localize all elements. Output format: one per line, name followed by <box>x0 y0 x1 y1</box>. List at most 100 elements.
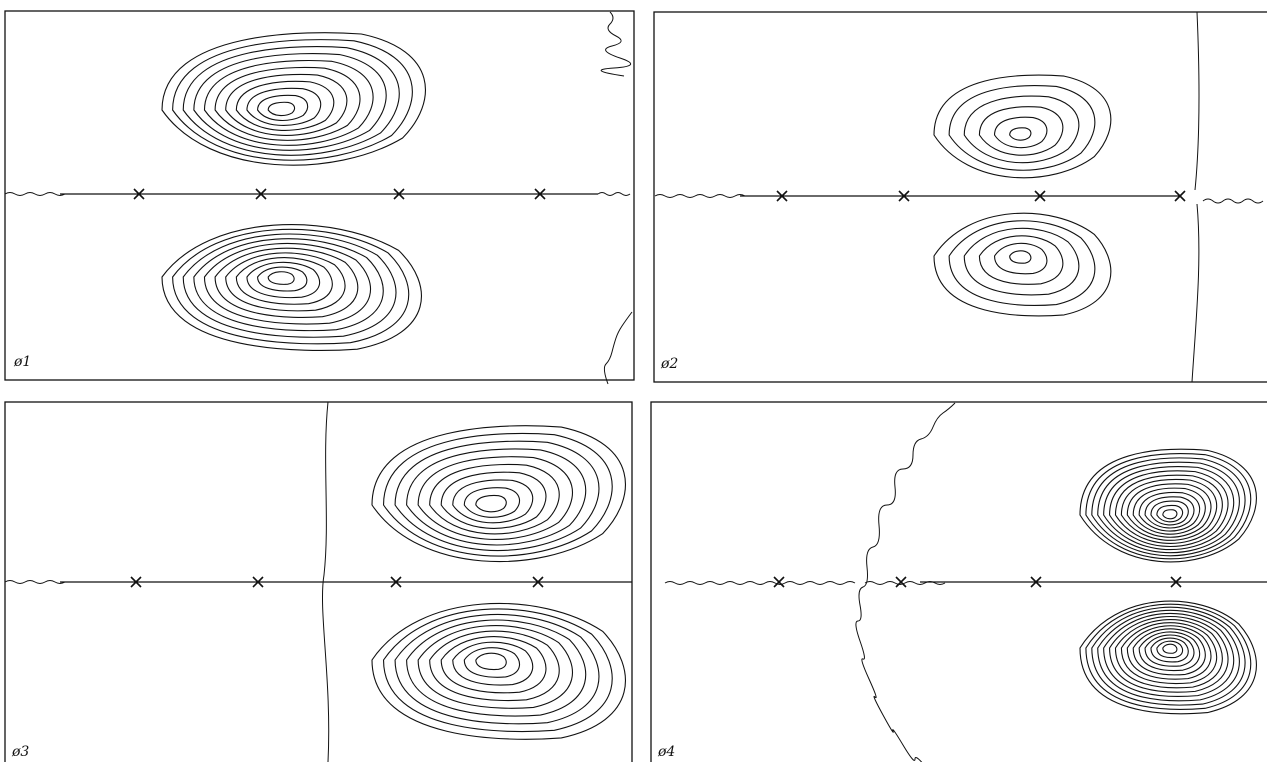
contour-line <box>257 266 308 292</box>
contour-line <box>948 85 1096 171</box>
contour-line <box>382 432 613 557</box>
contour-line <box>225 252 346 312</box>
contour-line <box>452 641 534 686</box>
contour-line <box>406 448 587 546</box>
nodal-surface-bottom-right <box>603 311 633 385</box>
nodal-noise-right <box>597 192 631 196</box>
contour-line <box>1097 461 1240 554</box>
contour-line <box>1162 643 1178 654</box>
contour-line <box>1009 250 1032 264</box>
contour-line <box>1109 470 1229 548</box>
contour-lobe-lower <box>1079 600 1257 715</box>
contour-line <box>235 257 333 305</box>
panel-phi2: ø2 <box>653 11 1267 383</box>
nodal-surface <box>322 401 330 762</box>
contour-line <box>267 101 296 117</box>
contour-line <box>1109 615 1229 693</box>
contour-line <box>933 74 1112 179</box>
contour-line <box>1138 491 1201 532</box>
atom-marker <box>1170 576 1182 588</box>
atom-marker <box>390 576 402 588</box>
contour-line <box>993 242 1048 275</box>
nodal-noise-left <box>654 194 746 198</box>
contour-line <box>1091 457 1246 557</box>
contour-line <box>214 247 359 318</box>
contour-line <box>257 94 309 121</box>
contour-line <box>182 46 400 156</box>
panel-phi1: ø1 <box>4 10 635 385</box>
contour-line <box>452 479 534 524</box>
atom-markers <box>773 576 1182 588</box>
contour-line <box>371 602 626 740</box>
panel-label: ø3 <box>11 744 29 760</box>
contour-line <box>203 59 374 146</box>
atom-markers <box>133 188 546 200</box>
atom-marker <box>895 576 907 588</box>
contour-line <box>475 494 507 513</box>
panel-label: ø4 <box>657 744 675 760</box>
contour-line <box>193 53 387 151</box>
contour-line <box>382 608 613 733</box>
atom-marker <box>252 576 264 588</box>
contour-line <box>214 66 361 141</box>
contour-line <box>1097 609 1240 702</box>
contour-line <box>172 39 413 161</box>
contour-lobe-upper <box>1079 448 1257 563</box>
nodal-noise-left <box>4 580 66 584</box>
contour-lobe-upper <box>371 425 626 563</box>
panel-label: ø1 <box>13 354 31 370</box>
contour-line <box>963 227 1080 296</box>
contour-line <box>1085 603 1252 710</box>
contour-line <box>1156 640 1184 659</box>
contour-lobe-upper <box>933 74 1112 179</box>
contour-lobe-lower <box>161 224 422 352</box>
nodal-surface <box>855 402 956 762</box>
atom-marker <box>776 190 788 202</box>
contour-lobe-lower <box>371 602 626 740</box>
contour-line <box>1114 619 1223 689</box>
contour-line <box>172 228 410 345</box>
contour-line <box>440 471 547 529</box>
contour-lobe-upper <box>161 32 426 166</box>
atom-marker <box>255 188 267 200</box>
contour-line <box>1103 466 1235 551</box>
contour-line <box>182 233 397 338</box>
contour-line <box>1126 483 1212 538</box>
contour-line <box>440 636 547 694</box>
contour-line <box>406 619 587 717</box>
panel-frame <box>4 401 633 762</box>
contour-line <box>371 425 626 563</box>
contour-line <box>161 32 426 166</box>
contour-line <box>963 95 1080 164</box>
atom-marker <box>898 190 910 202</box>
contour-line <box>463 487 521 518</box>
nodal-noise-mid <box>864 581 946 585</box>
contour-line <box>267 271 295 285</box>
contour-line <box>1156 504 1184 523</box>
atom-marker <box>1030 576 1042 588</box>
contour-lobe-lower <box>933 212 1112 317</box>
atom-marker <box>1174 190 1186 202</box>
contour-line <box>235 80 335 131</box>
panel-label: ø2 <box>660 356 678 372</box>
nodal-surface <box>1191 11 1200 383</box>
panel-frame <box>653 11 1267 383</box>
contour-line <box>1150 637 1189 663</box>
contour-line <box>1079 448 1257 563</box>
contour-line <box>203 242 371 325</box>
atom-marker <box>130 576 142 588</box>
panel-frame <box>4 10 635 381</box>
contour-line <box>1132 628 1206 676</box>
contour-line <box>193 238 384 332</box>
contour-line <box>1120 622 1218 685</box>
panel-phi3: ø3 <box>4 401 633 762</box>
contour-line <box>394 613 600 725</box>
contour-line <box>1126 625 1212 680</box>
panel-phi4: ø4 <box>650 401 1267 762</box>
contour-line <box>225 73 348 136</box>
nodal-noise-left <box>664 581 856 585</box>
contour-line <box>1091 606 1246 706</box>
contour-line <box>1162 509 1178 520</box>
atom-markers <box>130 576 544 588</box>
